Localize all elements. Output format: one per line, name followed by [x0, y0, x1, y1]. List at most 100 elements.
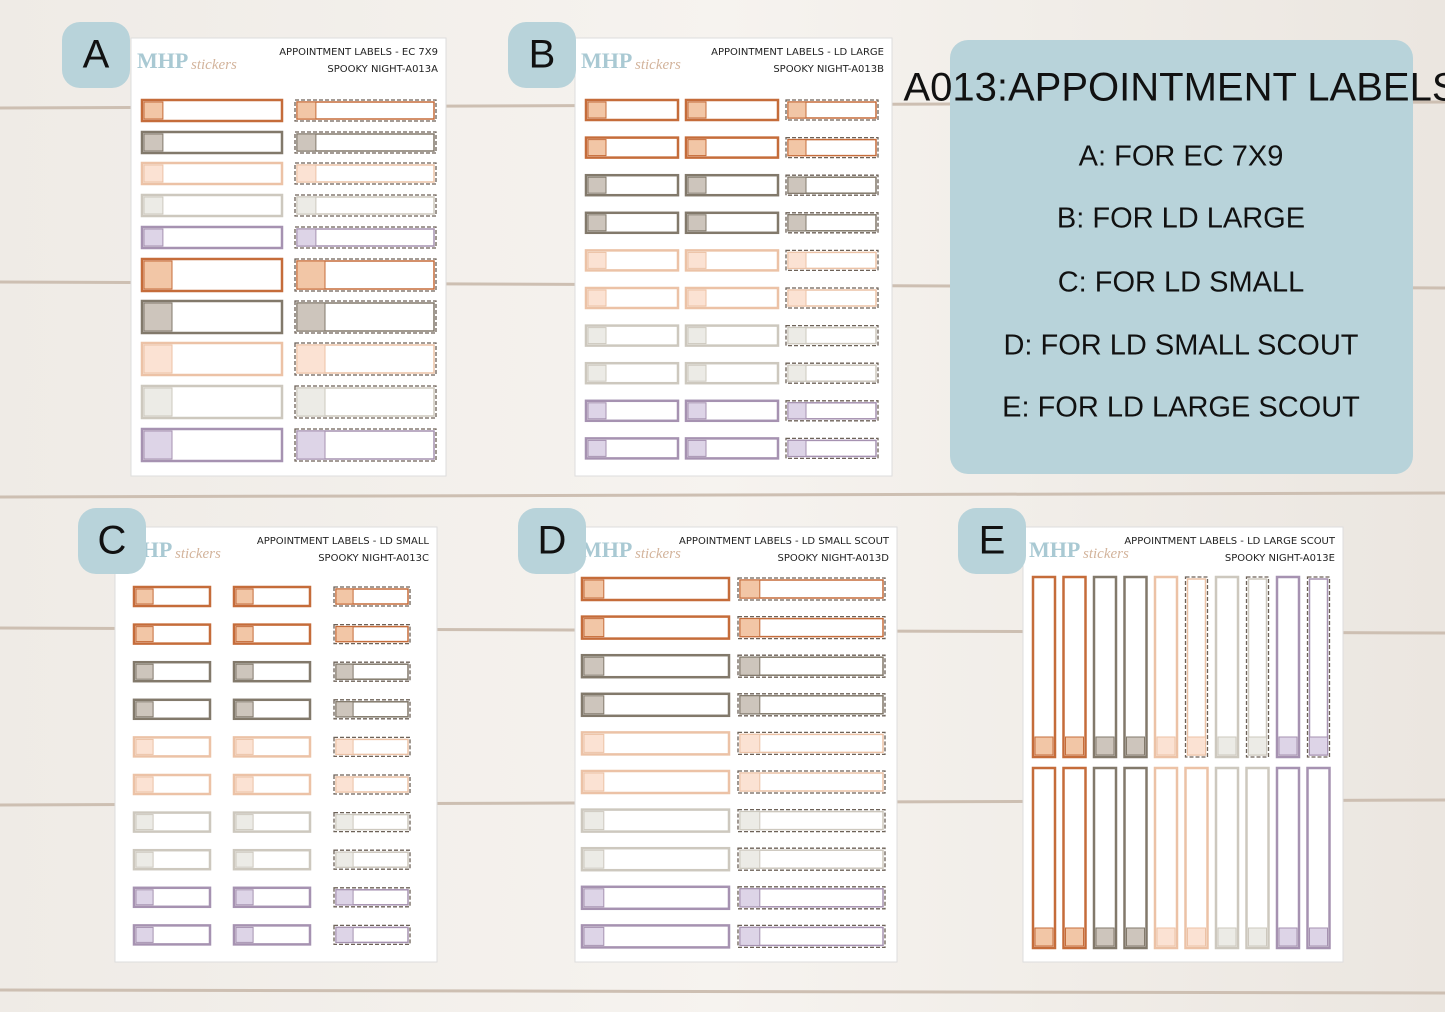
label-tab	[587, 251, 607, 269]
label-tab	[583, 772, 605, 792]
label-tab	[1095, 927, 1115, 947]
label-tab	[687, 289, 707, 307]
label-sticker	[737, 847, 886, 871]
label-tab	[739, 733, 761, 753]
label-tab	[739, 849, 761, 869]
info-item: E: FOR LD LARGE SCOUT	[1002, 392, 1360, 424]
label-tab	[1309, 736, 1328, 756]
label-tab	[135, 926, 154, 943]
label-tab	[1126, 736, 1145, 756]
label-tab	[1309, 927, 1328, 947]
label-tab	[335, 889, 354, 906]
label-sticker	[1214, 575, 1240, 759]
label-tab	[335, 776, 354, 793]
label-sticker	[737, 577, 886, 601]
label-sticker	[684, 173, 780, 197]
brand-logo: MHP	[137, 48, 188, 73]
label-sticker	[684, 324, 780, 347]
label-tab	[143, 430, 173, 460]
sheet-title: APPOINTMENT LABELS - LD SMALL SCOUT	[679, 536, 890, 547]
label-tab	[1034, 736, 1054, 756]
sheet-code: SPOOKY NIGHT-A013C	[318, 553, 429, 564]
label-tab	[1278, 736, 1298, 756]
label-sticker	[140, 130, 284, 155]
sheet-badge	[62, 22, 130, 88]
brand-sub: stickers	[175, 546, 221, 562]
label-sticker	[737, 654, 886, 678]
sheet-letter: E	[979, 519, 1006, 563]
label-tab	[587, 289, 607, 307]
label-tab	[787, 289, 807, 307]
label-tab	[787, 439, 807, 457]
label-tab	[1156, 927, 1176, 947]
label-sticker	[785, 324, 879, 347]
label-sticker	[580, 576, 731, 602]
label-tab	[583, 733, 605, 753]
label-sticker	[1031, 575, 1057, 759]
label-sticker	[580, 885, 731, 911]
label-sticker	[140, 193, 284, 218]
label-tab	[687, 176, 707, 194]
label-sticker	[737, 808, 886, 833]
sheet-code: SPOOKY NIGHT-A013A	[327, 64, 438, 75]
label-tab	[143, 196, 164, 215]
label-tab	[296, 101, 317, 120]
label-tab	[235, 851, 254, 868]
label-sticker	[140, 161, 284, 186]
sheet-letter: D	[538, 519, 567, 563]
label-sticker	[580, 692, 731, 718]
label-sticker	[684, 211, 780, 235]
label-tab	[583, 695, 605, 715]
info-panel	[950, 40, 1413, 474]
label-tab	[1126, 927, 1145, 947]
label-tab	[235, 663, 254, 680]
sheet-code: SPOOKY NIGHT-A013E	[1225, 553, 1335, 564]
label-sticker	[737, 615, 886, 640]
label-tab	[1217, 736, 1237, 756]
label-tab	[296, 387, 326, 417]
sheet-title: APPOINTMENT LABELS - LD LARGE	[711, 47, 884, 58]
label-sticker	[294, 194, 437, 217]
label-tab	[687, 327, 707, 345]
sheet-badge	[518, 508, 586, 574]
info-item: D: FOR LD SMALL SCOUT	[1003, 330, 1358, 362]
label-sticker	[1184, 576, 1209, 758]
label-tab	[787, 139, 807, 157]
label-sticker	[294, 99, 437, 122]
label-tab	[739, 695, 761, 715]
label-tab	[143, 164, 164, 183]
label-tab	[1187, 736, 1206, 756]
label-sticker	[1245, 576, 1270, 758]
label-tab	[235, 588, 254, 605]
label-sticker	[584, 286, 680, 310]
label-tab	[235, 738, 254, 755]
brand-logo: MHP	[581, 48, 632, 73]
label-sticker	[785, 99, 879, 121]
label-tab	[787, 327, 807, 345]
label-sticker	[737, 886, 886, 910]
label-tab	[335, 663, 354, 680]
label-sticker	[294, 226, 437, 249]
label-sticker	[294, 162, 437, 185]
label-sticker	[580, 769, 731, 795]
label-sticker	[785, 136, 879, 159]
label-tab	[787, 176, 807, 194]
label-tab	[687, 251, 707, 269]
label-tab	[583, 656, 605, 676]
label-tab	[583, 926, 605, 946]
label-sticker	[584, 211, 680, 235]
label-tab	[687, 214, 707, 232]
label-sticker	[1214, 766, 1240, 950]
label-sticker	[584, 437, 680, 460]
label-tab	[1278, 927, 1298, 947]
sheet-badge	[78, 508, 146, 574]
label-sticker	[1123, 766, 1148, 950]
label-sticker	[584, 173, 680, 197]
label-tab	[235, 776, 254, 793]
label-tab	[739, 618, 761, 638]
sheet-letter: A	[83, 33, 110, 77]
brand-sub: stickers	[635, 546, 681, 562]
label-sticker	[1062, 766, 1087, 950]
brand-sub: stickers	[1083, 546, 1129, 562]
label-tab	[587, 439, 607, 457]
